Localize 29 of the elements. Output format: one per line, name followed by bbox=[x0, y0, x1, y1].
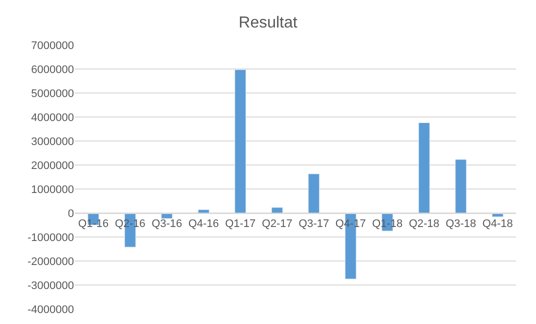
y-tick-label: 1000000 bbox=[31, 184, 74, 196]
bar bbox=[308, 174, 320, 214]
y-tick-label: -2000000 bbox=[28, 256, 74, 268]
bar bbox=[234, 69, 246, 214]
y-tick-label: 5000000 bbox=[31, 88, 74, 100]
bar bbox=[418, 122, 430, 214]
x-tick-label: Q3-17 bbox=[298, 218, 330, 230]
y-tick-label: 2000000 bbox=[31, 160, 74, 172]
x-tick-label: Q2-17 bbox=[262, 218, 292, 230]
y-tick-label: 6000000 bbox=[31, 64, 74, 76]
y-tick-label: -3000000 bbox=[28, 280, 74, 292]
y-tick-label: 7000000 bbox=[31, 40, 74, 52]
chart-title: Resultat bbox=[238, 14, 298, 32]
x-tick-label: Q3-18 bbox=[446, 218, 476, 230]
x-tick-label: Q2-18 bbox=[408, 218, 440, 230]
y-tick-label: -4000000 bbox=[28, 304, 74, 316]
x-tick-label: Q1-16 bbox=[78, 218, 109, 230]
bar bbox=[198, 209, 210, 214]
y-tick-label: 4000000 bbox=[31, 112, 74, 124]
y-tick-label: 3000000 bbox=[31, 136, 74, 148]
y-tick-label: 0 bbox=[68, 208, 74, 220]
x-tick-label: Q4-16 bbox=[188, 218, 219, 230]
x-tick-label: Q1-17 bbox=[225, 218, 256, 230]
bar bbox=[271, 207, 283, 214]
y-tick-label: -1000000 bbox=[28, 232, 74, 244]
x-tick-label: Q4-18 bbox=[482, 218, 513, 230]
bar bbox=[455, 159, 467, 214]
x-tick-label: Q3-16 bbox=[152, 218, 182, 230]
bar bbox=[161, 212, 173, 219]
